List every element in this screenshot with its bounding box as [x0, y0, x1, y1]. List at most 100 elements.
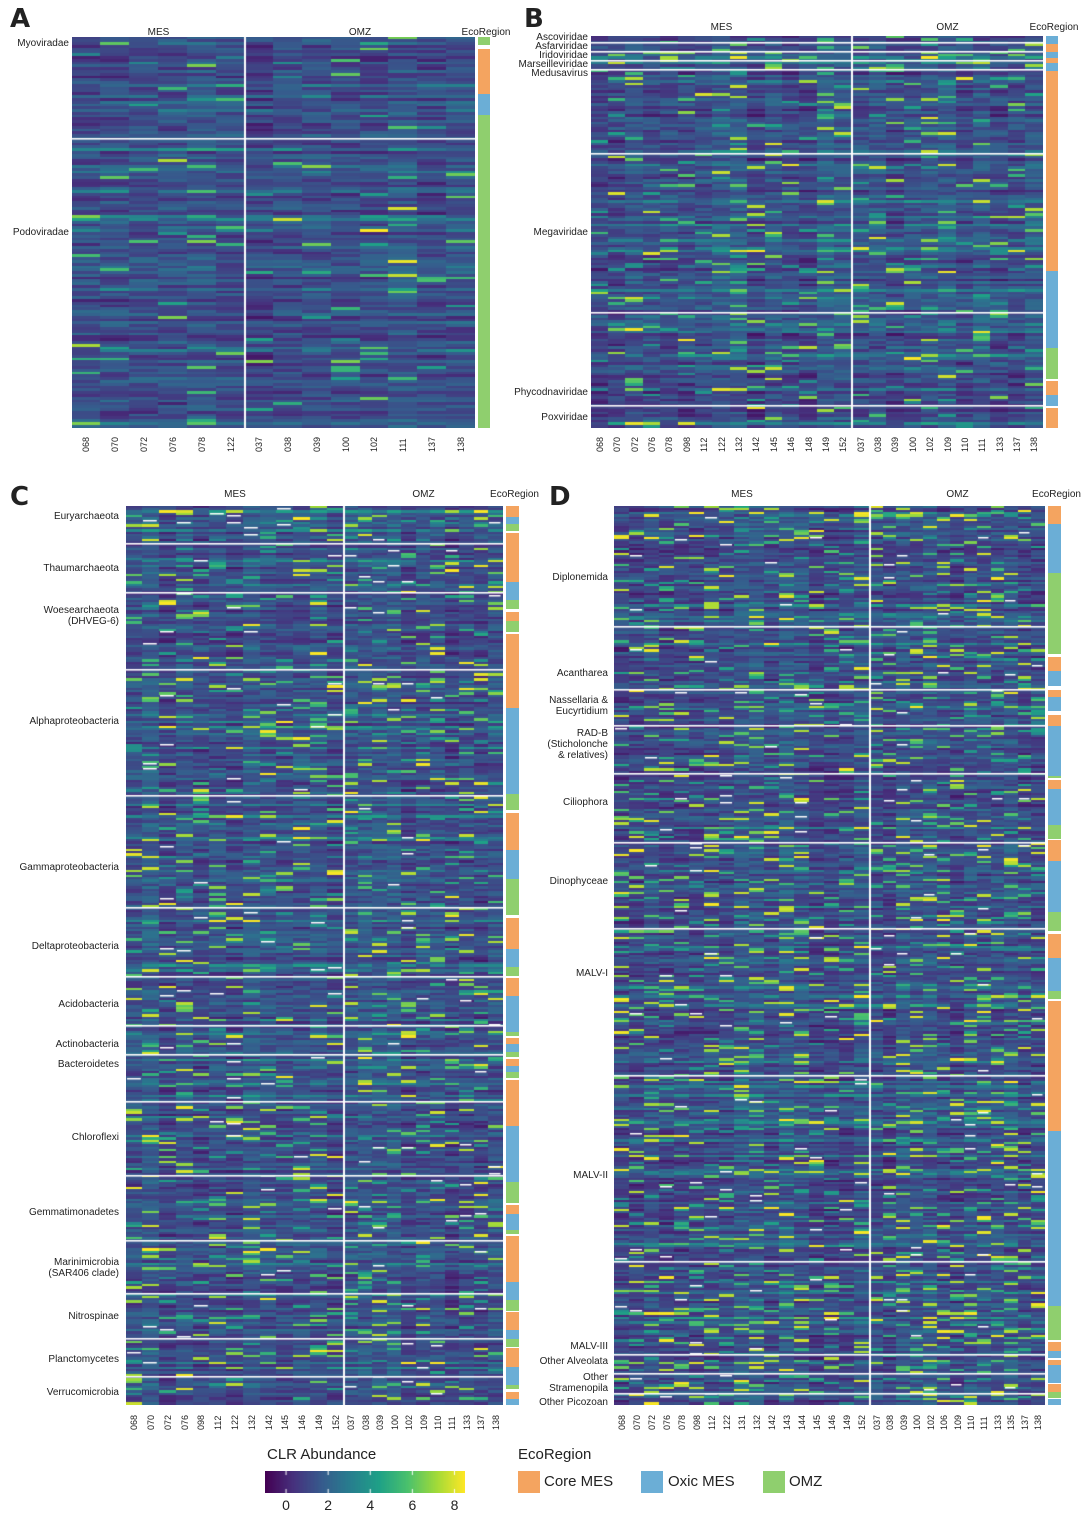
x-tick-label: 138: [490, 1414, 501, 1430]
x-tick-label: 070: [612, 436, 623, 452]
ecoregion-segment-oxic-mes: [478, 93, 490, 116]
x-tick-label: 072: [162, 1414, 173, 1430]
x-tick-label: 122: [716, 436, 727, 452]
column-group-omz: OMZ: [936, 22, 959, 33]
x-tick-label: 078: [676, 1414, 687, 1430]
x-tick-label: 109: [418, 1414, 429, 1430]
x-tick-label: 149: [820, 436, 831, 452]
ecoregion-segment-core-mes: [506, 1348, 519, 1368]
row-group-label: Ciliophora: [562, 797, 608, 809]
column-group-mes: MES: [224, 489, 246, 500]
x-tick-label: 131: [737, 1414, 747, 1430]
x-tick-label: 037: [855, 436, 866, 452]
column-group-mes: MES: [710, 22, 733, 33]
eco-legend-title: EcoRegion: [518, 1446, 592, 1463]
x-tick-label: 143: [782, 1414, 793, 1430]
x-tick-label: 133: [461, 1414, 472, 1430]
ecoregion-segment-omz: [506, 1385, 519, 1389]
colorbar-tick-label: 4: [366, 1497, 375, 1513]
x-tick-label: 072: [139, 436, 150, 452]
row-group-label: MALV-III: [570, 1341, 608, 1353]
ecoregion-segment-omz: [1048, 991, 1061, 999]
column-group-omz: OMZ: [348, 27, 372, 38]
row-group-label: Phycodnaviridae: [514, 387, 588, 399]
ecoregion-segment-core-mes: [506, 1235, 519, 1282]
x-tick-label: 149: [313, 1414, 324, 1430]
ecoregion-segment-oxic-mes: [1046, 394, 1058, 407]
x-tick-label: 068: [594, 436, 605, 452]
heatmap-cells: [614, 506, 1045, 1405]
ecoregion-segment-omz: [506, 1072, 519, 1078]
heatmap-cells: [591, 36, 1043, 428]
ecoregion-segment-oxic-mes: [1048, 861, 1061, 913]
row-group-label: Bacteroidetes: [57, 1058, 119, 1070]
column-group-mes: MES: [147, 27, 170, 38]
colorbar-title: CLR Abundance: [267, 1446, 377, 1463]
x-tick-label: 122: [721, 1414, 732, 1430]
ecoregion-segment-oxic-mes: [506, 1214, 519, 1230]
x-tick-label: 110: [959, 437, 970, 452]
row-group-label: Dinophyceae: [549, 876, 608, 888]
colorbar-tick-label: 2: [324, 1497, 333, 1513]
ecoregion-segment-oxic-mes: [1048, 726, 1061, 776]
legend-label-omz: OMZ: [789, 1473, 823, 1490]
x-tick-label: 146: [297, 1414, 308, 1430]
ecoregion-segment-oxic-mes: [1048, 1364, 1061, 1383]
ecoregion-segment-core-mes: [506, 1079, 519, 1127]
ecoregion-header: EcoRegion: [461, 27, 511, 38]
row-group-label: Chloroflexi: [71, 1132, 119, 1144]
ecoregion-segment-omz: [506, 621, 519, 632]
ecoregion-segment-core-mes: [506, 1204, 519, 1215]
x-tick-label: 142: [767, 1414, 778, 1430]
x-tick-label: 098: [196, 1414, 207, 1430]
row-group-label: Euryarchaeota: [53, 511, 119, 523]
x-tick-label: 145: [280, 1414, 291, 1430]
x-tick-label: 037: [871, 1414, 882, 1430]
ecoregion-segment-oxic-mes: [506, 1126, 519, 1183]
x-tick-label: 072: [629, 436, 640, 452]
ecoregion-segment-omz: [1048, 1306, 1061, 1341]
x-tick-label: 102: [925, 1414, 936, 1430]
x-tick-label: 111: [398, 438, 409, 452]
row-group-label: Alphaproteobacteria: [29, 716, 119, 728]
x-tick-label: 039: [898, 1414, 909, 1430]
x-tick-label: 152: [857, 1414, 868, 1430]
panel-c-letter: C: [10, 482, 30, 512]
panel-d-letter: D: [549, 482, 571, 512]
ecoregion-segment-oxic-mes: [506, 995, 519, 1032]
x-tick-label: 076: [179, 1414, 190, 1430]
ecoregion-header: EcoRegion: [1029, 22, 1079, 33]
x-tick-label: 076: [661, 1414, 672, 1430]
row-group-label: Marinimicrobia (SAR406 clade): [48, 1257, 119, 1280]
x-tick-label: 038: [873, 436, 884, 452]
row-group-label: Deltaproteobacteria: [31, 941, 119, 952]
x-tick-label: 039: [311, 436, 322, 452]
x-tick-label: 111: [447, 1416, 458, 1430]
ecoregion-segment-core-mes: [506, 633, 519, 709]
x-tick-label: 102: [925, 436, 936, 452]
ecoregion-segment-core-mes: [506, 813, 519, 851]
x-tick-label: 038: [360, 1414, 371, 1430]
ecoregion-segment-core-mes: [1046, 380, 1058, 395]
ecoregion-segment-omz: [1048, 1391, 1061, 1398]
legend-label-oxic-mes: Oxic MES: [668, 1473, 735, 1490]
x-tick-label: 152: [838, 436, 849, 452]
x-tick-label: 138: [455, 436, 466, 452]
ecoregion-segment-omz: [478, 37, 490, 45]
heatmap-cells: [72, 37, 475, 428]
ecoregion-segment-oxic-mes: [506, 1043, 519, 1052]
row-group-label: Other Alveolata: [539, 1356, 608, 1368]
ecoregion-segment-oxic-mes: [506, 850, 519, 880]
panel-a-letter: A: [10, 4, 31, 34]
legend-key-omz: [763, 1471, 785, 1493]
x-tick-label: 070: [146, 1414, 157, 1430]
row-group-label: MALV-II: [573, 1170, 608, 1182]
ecoregion-segment-omz: [506, 793, 519, 810]
ecoregion-segment-oxic-mes: [506, 516, 519, 524]
x-tick-label: 037: [254, 436, 265, 452]
row-group-label: Nassellaria & Eucyrtidium: [549, 694, 608, 717]
ecoregion-segment-core-mes: [506, 1391, 519, 1399]
ecoregion-segment-omz: [506, 1031, 519, 1037]
x-tick-label: 137: [1019, 1414, 1030, 1430]
x-tick-label: 122: [230, 1414, 240, 1430]
